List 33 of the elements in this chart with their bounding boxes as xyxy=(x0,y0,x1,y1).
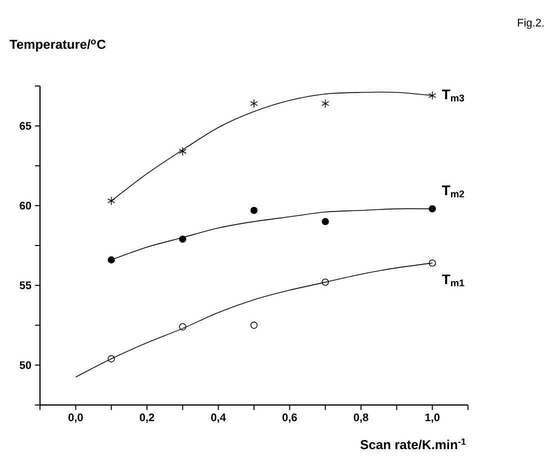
line-series xyxy=(110,92,433,202)
point xyxy=(250,206,258,214)
x-tick-label: 1,0 xyxy=(425,414,440,423)
point xyxy=(322,218,329,226)
x-tick-label: 0,0 xyxy=(68,414,83,423)
line-series xyxy=(75,262,433,378)
series-label: T$_{m1}$ xyxy=(442,274,464,286)
series-label: T$_{m3}$ xyxy=(442,90,464,102)
point xyxy=(178,147,187,156)
series-label: T$_{m2}$ xyxy=(442,186,464,198)
y-tick-label: 60 xyxy=(20,202,32,210)
point xyxy=(322,278,329,286)
caption: Fig.2. xyxy=(518,18,544,29)
point xyxy=(428,259,436,267)
point xyxy=(108,256,115,264)
x-tick-label: 0,8 xyxy=(354,414,368,423)
point xyxy=(108,355,115,362)
x-tick-label: 0,6 xyxy=(282,414,297,423)
x-tick-label: 0,4 xyxy=(211,414,226,423)
point xyxy=(179,236,186,243)
point xyxy=(321,99,330,108)
point xyxy=(107,196,116,206)
y-tick-label: 50 xyxy=(20,361,32,370)
point xyxy=(250,322,258,329)
x-tick-label: 0,2 xyxy=(140,414,154,423)
point xyxy=(179,323,186,330)
point xyxy=(250,99,258,108)
y-tick-label: 55 xyxy=(20,282,32,290)
point xyxy=(428,205,436,212)
y-tick-label: 65 xyxy=(20,122,32,130)
y-axis-title: Temperature/$^{o}$C xyxy=(10,39,106,52)
point xyxy=(428,91,436,100)
x-axis-title: Scan rate/K.min$^{-1}$ xyxy=(360,438,466,450)
